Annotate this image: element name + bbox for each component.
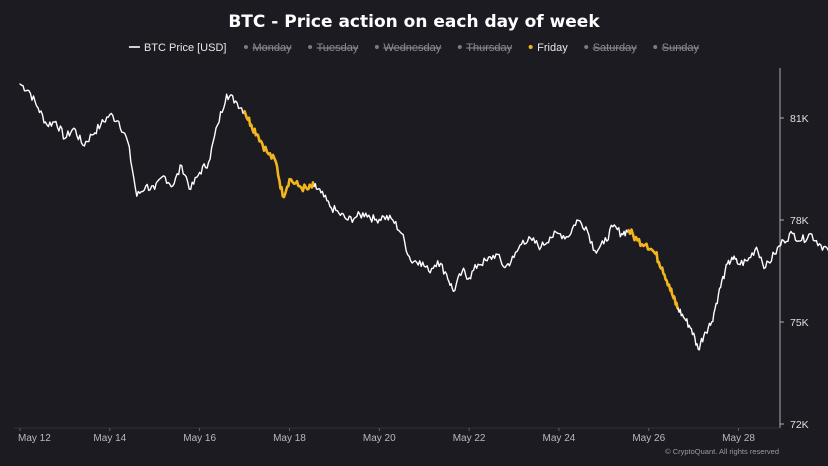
legend-item-monday[interactable]: Monday (243, 42, 292, 54)
x-tick-label: May 26 (632, 433, 665, 444)
legend-dot-icon (308, 45, 313, 49)
x-tick-label: May 18 (273, 433, 306, 444)
legend-item-sunday[interactable]: Sunday (653, 42, 700, 54)
x-tick-label: May 16 (183, 433, 216, 444)
legend-item-thursday[interactable]: Thursday (457, 42, 513, 54)
legend-dot-icon (653, 45, 658, 49)
axes: 72K 75K 78K 81K May 12 May 14 May 16 May 18 May … (14, 68, 809, 444)
legend-label: Monday (252, 42, 292, 54)
legend-item-saturday[interactable]: Saturday (584, 42, 637, 54)
legend-dot-icon (584, 45, 589, 49)
y-tick-label: 78K (790, 215, 809, 227)
btc-price-line-0 (19, 83, 246, 197)
x-tick-label: May 14 (93, 433, 126, 444)
legend-label: BTC Price [USD] (144, 42, 227, 54)
x-tick-label: May 28 (722, 433, 755, 444)
y-tick-label: 72K (790, 419, 809, 431)
y-tick-label: 81K (790, 113, 809, 125)
legend-dot-icon (374, 45, 379, 49)
series-group (19, 83, 828, 351)
credit-text: © CryptoQuant. All rights reserved (665, 447, 779, 456)
legend-label: Friday (537, 42, 568, 54)
legend-label: Sunday (662, 42, 700, 54)
btc-price-line-2 (313, 183, 630, 293)
x-tick-label: May 22 (453, 433, 486, 444)
legend-dot-icon (528, 45, 533, 49)
chart-title: BTC - Price action on each day of week (228, 12, 600, 32)
x-tick-label: May 24 (543, 433, 576, 444)
legend[interactable]: BTC Price [USD] Monday Tuesday Wednesday Thu… (128, 42, 700, 54)
legend-item-tuesday[interactable]: Tuesday (308, 42, 359, 54)
friday-series-line-1 (243, 109, 316, 199)
x-tick-label: May 20 (363, 433, 396, 444)
friday-series-line-3 (627, 228, 680, 310)
y-tick-label: 75K (790, 317, 809, 329)
legend-item-friday[interactable]: Friday (528, 42, 569, 54)
btc-price-line-4 (677, 230, 828, 351)
legend-label: Thursday (466, 42, 512, 54)
x-tick-label: May 12 (18, 433, 51, 444)
legend-dot-icon (243, 45, 248, 49)
legend-label: Tuesday (317, 42, 359, 54)
legend-item-wednesday[interactable]: Wednesday (374, 42, 442, 54)
legend-item-btc-price-usd[interactable]: BTC Price [USD] (128, 42, 227, 54)
legend-label: Saturday (593, 42, 638, 54)
legend-label: Wednesday (383, 42, 441, 54)
legend-dot-icon (457, 45, 462, 49)
